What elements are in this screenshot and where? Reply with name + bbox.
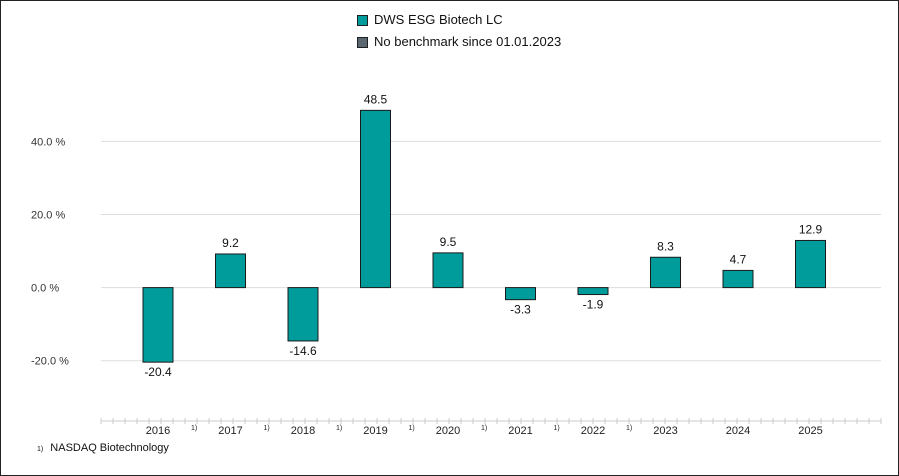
data-label: -1.9 <box>583 298 604 312</box>
bar <box>360 109 391 289</box>
data-label: -3.3 <box>510 303 531 317</box>
data-label: -14.6 <box>289 344 317 358</box>
data-label: 8.3 <box>657 239 674 253</box>
x-tick-footnote-mark: 1) <box>264 425 270 432</box>
x-tick-footnote-mark: 1) <box>191 425 197 432</box>
bar <box>650 256 681 289</box>
bar <box>505 287 536 301</box>
y-tick-label: 20.0 % <box>31 210 65 222</box>
legend-label-benchmark: No benchmark since 01.01.2023 <box>374 34 562 49</box>
x-tick-label: 2022 <box>581 425 605 437</box>
y-tick-label: -20.0 % <box>31 356 69 368</box>
bar <box>215 253 246 289</box>
x-tick-footnote-mark: 1) <box>336 425 342 432</box>
x-tick-label: 2019 <box>363 425 387 437</box>
x-tick-footnote-mark: 1) <box>626 425 632 432</box>
legend-item-fund[interactable]: DWS ESG Biotech LC <box>357 9 561 31</box>
bar <box>795 239 826 289</box>
data-label: 9.5 <box>440 235 457 249</box>
data-label: 12.9 <box>799 222 823 236</box>
footnote: 1) NASDAQ Biotechnology <box>37 442 169 454</box>
x-tick-label: 2017 <box>218 425 242 437</box>
bar <box>432 252 464 289</box>
data-label: 48.5 <box>364 92 388 106</box>
data-label: 9.2 <box>222 236 239 250</box>
x-tick-label: 2018 <box>291 425 315 437</box>
bar <box>722 269 754 289</box>
x-tick-label: 2021 <box>508 425 532 437</box>
x-tick-label: 2024 <box>726 425 750 437</box>
bar <box>287 287 319 342</box>
x-tick-label: 2025 <box>798 425 822 437</box>
legend: DWS ESG Biotech LC No benchmark since 01… <box>357 9 561 53</box>
x-tick-footnote-mark: 1) <box>554 425 560 432</box>
x-tick-footnote-mark: 1) <box>409 425 415 432</box>
y-tick-label: 0.0 % <box>31 283 59 295</box>
legend-label-fund: DWS ESG Biotech LC <box>374 12 503 27</box>
x-tick-label: 2020 <box>436 425 460 437</box>
x-tick-label: 2016 <box>146 425 170 437</box>
legend-item-benchmark[interactable]: No benchmark since 01.01.2023 <box>357 31 561 53</box>
y-tick-label: 40.0 % <box>31 136 65 148</box>
bar <box>577 287 609 296</box>
data-label: 4.7 <box>730 252 747 266</box>
footnote-mark: 1) <box>37 446 44 453</box>
bar <box>142 287 174 363</box>
footnote-text: NASDAQ Biotechnology <box>50 442 169 454</box>
data-label: -20.4 <box>144 365 172 379</box>
legend-swatch-fund <box>357 14 368 26</box>
x-tick-label: 2023 <box>653 425 677 437</box>
legend-swatch-benchmark <box>357 36 368 48</box>
x-tick-footnote-mark: 1) <box>481 425 487 432</box>
